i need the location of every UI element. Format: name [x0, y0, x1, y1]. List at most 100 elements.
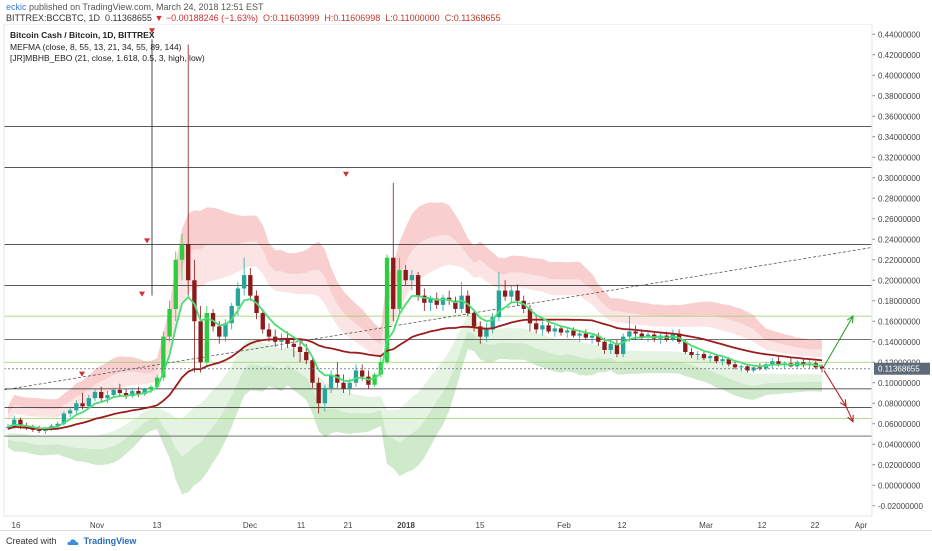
candle-118	[739, 364, 744, 372]
candle-body	[198, 321, 203, 363]
price-tag-label: 0.11368655	[878, 365, 920, 374]
price-change: −0.00188246 (−1.63%)	[165, 13, 258, 23]
symbol-label: BITTREX:BCCBTC, 1D	[6, 13, 101, 23]
candle-50	[316, 377, 321, 414]
candle-body	[819, 366, 825, 369]
candle-73	[459, 282, 464, 314]
candle-body	[776, 361, 781, 366]
candle-body	[111, 389, 116, 396]
candle-body	[186, 244, 191, 281]
candle-95	[596, 332, 601, 346]
candle-39	[248, 267, 253, 301]
y-tick-label-14: 0.16000000	[878, 317, 921, 326]
candle-body	[123, 393, 129, 397]
candle-body	[86, 398, 91, 407]
candle-47	[297, 339, 303, 363]
candle-body	[502, 290, 508, 297]
last-price: 0.11368655	[105, 13, 152, 23]
ma-slow-line	[7, 318, 823, 431]
down-arrow-icon-1	[823, 370, 847, 408]
candle-49	[310, 357, 315, 388]
upper-band-outer	[8, 202, 822, 415]
candle-21	[136, 386, 141, 398]
down-marker-icon-1	[79, 371, 85, 377]
candle-body	[154, 377, 160, 387]
y-tick-label-0: 0.44000000	[878, 30, 921, 39]
candle-body	[683, 341, 688, 352]
candle-body	[335, 374, 340, 383]
candle-126	[788, 358, 794, 368]
legend-indicator-mefma[interactable]: MEFMA (close, 8, 55, 13, 21, 34, 55, 89,…	[10, 41, 182, 52]
plot-frame	[3, 24, 873, 517]
y-tick-label-6: 0.32000000	[878, 153, 921, 162]
candle-body	[248, 275, 253, 296]
candle-body	[148, 386, 154, 389]
candle-body	[552, 328, 557, 332]
candle-body	[372, 374, 377, 385]
tradingview-cloud-icon	[67, 539, 79, 545]
candle-20	[130, 387, 135, 399]
y-tick-label-13: 0.18000000	[878, 297, 921, 306]
y-tick-label-1: 0.42000000	[878, 51, 921, 60]
candle-body	[496, 290, 502, 318]
candle-67	[422, 288, 427, 311]
candle-body	[527, 308, 533, 324]
candle-body	[459, 295, 464, 309]
y-tick-label-8: 0.28000000	[878, 194, 921, 203]
price-chart[interactable]: 0.44000000 0.42000000 0.40000000 0.38000000…	[0, 24, 932, 530]
arrow-head	[846, 315, 854, 324]
x-tick-label-6: 2018	[397, 521, 415, 530]
y-tick-label-19: 0.06000000	[878, 420, 921, 429]
candle-body	[217, 326, 222, 337]
candle-41	[260, 308, 265, 334]
candle-body	[366, 376, 371, 385]
price-tag: 0.11368655	[4, 362, 930, 375]
candle-81	[509, 285, 514, 303]
candle-body	[266, 329, 272, 337]
candle-body	[540, 325, 545, 330]
candle-body	[229, 305, 234, 324]
candle-99	[620, 333, 626, 358]
ma-fast-line	[7, 294, 823, 430]
candle-body	[707, 356, 713, 359]
ohlc-high: H:0.11606998	[324, 13, 381, 23]
x-tick-label-13: Apr	[855, 521, 868, 530]
candle-body	[701, 354, 707, 359]
y-tick-label-12: 0.20000000	[878, 276, 921, 285]
y-tick-label-10: 0.24000000	[878, 235, 921, 244]
candle-16	[105, 390, 110, 404]
legend-title: Bitcoin Cash / Bitcoin, 1D, BITTREX	[10, 30, 155, 40]
candle-30	[192, 259, 197, 373]
candle-body	[36, 429, 42, 431]
author-link[interactable]: eckic	[6, 2, 27, 12]
candle-body	[142, 388, 147, 395]
candle-29	[186, 44, 191, 296]
candle-body	[571, 330, 576, 336]
arrow-shaft	[823, 315, 854, 367]
candle-46	[291, 336, 297, 358]
candle-86	[540, 321, 545, 336]
candle-body	[92, 391, 98, 399]
candle-31	[198, 305, 203, 373]
legend-indicator-ebo[interactable]: [JR]MBHB_EBO (21, close, 1.618, 0.5, 3, …	[10, 53, 205, 63]
candle-59	[372, 372, 377, 387]
candle-body	[409, 275, 415, 281]
candle-body	[328, 374, 334, 388]
x-tick-label-0: 16	[12, 521, 21, 530]
x-tick-label-12: 22	[811, 521, 820, 530]
candle-body	[173, 259, 178, 309]
candle-body	[471, 313, 477, 327]
candle-123	[770, 358, 775, 369]
candle-body	[589, 335, 595, 338]
tradingview-brand[interactable]: TradingView	[83, 536, 137, 546]
x-axis: 16 Nov 13 Dec 11 21 2018 15 Feb 12 Mar 12 22 Apr	[4, 515, 872, 530]
candle-body	[99, 391, 104, 399]
publish-header: eckic published on TradingView.com, Marc…	[0, 0, 932, 24]
candle-body	[620, 336, 626, 355]
up-arrow-icon	[823, 315, 854, 367]
candle-body	[770, 361, 775, 365]
x-tick-label-11: 12	[758, 521, 767, 530]
candle-110	[689, 347, 694, 359]
candle-body	[614, 343, 620, 355]
candle-32	[204, 305, 210, 368]
